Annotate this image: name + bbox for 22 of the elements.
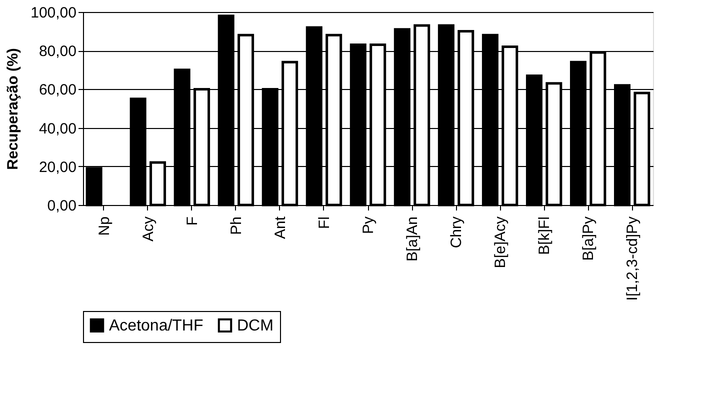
x-tick-label: Ph [228,216,245,235]
x-tick-label: B[a]Py [580,216,598,261]
x-tick-label: Chry [448,216,466,248]
x-tick-label: Py [360,216,377,234]
x-tick-label: B[e]Acy [492,216,510,268]
x-tick-label: Acy [140,216,157,242]
x-tick-label: F [184,216,201,226]
x-tick-label: B[a]An [404,216,422,262]
x-tick-label: B[k]Fl [536,216,554,255]
y-axis-title: Recuperação (%) [4,48,22,170]
legend-label: DCM [237,317,274,334]
x-tick-label: Np [96,216,113,236]
y-tick-label: 80,00 [38,43,76,60]
y-tick-label: 0,00 [47,198,76,214]
y-tick-label: 20,00 [38,158,76,176]
legend-label: Acetona/THF [109,317,204,334]
x-tick-label: I[1,2,3-cd]Py [624,216,642,301]
y-tick-label: 40,00 [38,120,76,138]
x-tick-label: Fl [316,216,333,229]
y-tick-label: 60,00 [38,82,76,99]
y-tick-label: 100,00 [30,4,76,22]
x-tick-label: Ant [272,216,289,240]
